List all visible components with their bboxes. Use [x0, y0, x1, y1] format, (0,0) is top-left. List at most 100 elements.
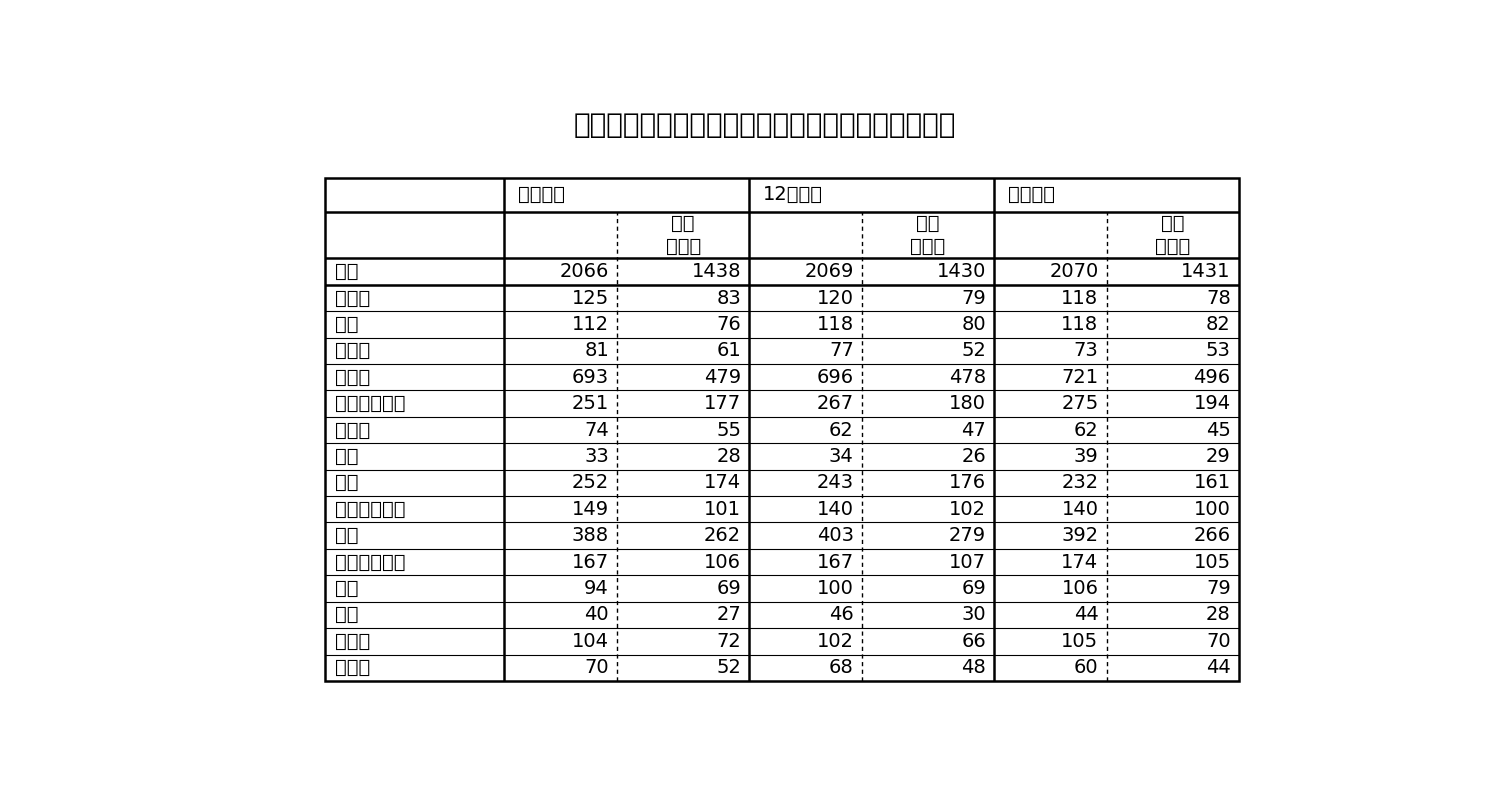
Text: 81: 81 — [585, 341, 609, 361]
Text: 79: 79 — [961, 289, 986, 307]
Text: 140: 140 — [816, 500, 853, 519]
Text: 69: 69 — [961, 579, 986, 598]
Text: 44: 44 — [1206, 659, 1231, 677]
Text: 118: 118 — [1061, 289, 1098, 307]
Text: 106: 106 — [1061, 579, 1098, 598]
Text: 70: 70 — [1206, 632, 1231, 650]
Text: 279: 279 — [949, 526, 986, 546]
Text: 四国: 四国 — [334, 605, 358, 625]
Text: 46: 46 — [830, 605, 853, 625]
Text: 12月調査: 12月調査 — [762, 186, 824, 204]
Text: 72: 72 — [716, 632, 742, 650]
Text: 479: 479 — [704, 368, 742, 387]
Text: 232: 232 — [1061, 474, 1098, 492]
Text: 44: 44 — [1074, 605, 1098, 625]
Text: 275: 275 — [1061, 394, 1098, 413]
Text: 73: 73 — [1074, 341, 1098, 361]
Text: 55: 55 — [716, 420, 742, 440]
Text: 45: 45 — [1206, 420, 1231, 440]
Text: 266: 266 — [1194, 526, 1231, 546]
Text: 118: 118 — [816, 315, 853, 334]
Text: 94: 94 — [585, 579, 609, 598]
Text: 180: 180 — [949, 394, 986, 413]
Text: 53: 53 — [1206, 341, 1231, 361]
Text: 47: 47 — [961, 420, 986, 440]
Text: 66: 66 — [961, 632, 986, 650]
Text: 100: 100 — [1194, 500, 1231, 519]
Text: 80: 80 — [961, 315, 986, 334]
Text: 70: 70 — [585, 659, 609, 677]
Text: 甲信越: 甲信越 — [334, 420, 370, 440]
Text: うち
就労者: うち 就労者 — [665, 214, 701, 257]
Text: 30: 30 — [961, 605, 986, 625]
Text: 243: 243 — [816, 474, 853, 492]
Text: 251: 251 — [571, 394, 609, 413]
Text: 1431: 1431 — [1182, 262, 1231, 281]
Text: 82: 82 — [1206, 315, 1231, 334]
Text: 721: 721 — [1061, 368, 1098, 387]
Text: 52: 52 — [961, 341, 986, 361]
Text: 104: 104 — [571, 632, 609, 650]
Text: 29: 29 — [1206, 447, 1231, 466]
Text: 北陸: 北陸 — [334, 447, 358, 466]
Text: 南九州: 南九州 — [334, 659, 370, 677]
Text: 27: 27 — [716, 605, 742, 625]
Text: 76: 76 — [716, 315, 742, 334]
Text: 1438: 1438 — [692, 262, 742, 281]
Text: 東海: 東海 — [334, 474, 358, 492]
Text: 194: 194 — [1194, 394, 1231, 413]
Text: うち
就労者: うち 就労者 — [1155, 214, 1191, 257]
Text: 52: 52 — [716, 659, 742, 677]
Text: 167: 167 — [571, 553, 609, 571]
Text: 68: 68 — [830, 659, 853, 677]
Text: 174: 174 — [1061, 553, 1098, 571]
Text: 696: 696 — [816, 368, 853, 387]
Text: 26: 26 — [961, 447, 986, 466]
Text: 105: 105 — [1194, 553, 1231, 571]
Text: 61: 61 — [716, 341, 742, 361]
Text: 102: 102 — [816, 632, 853, 650]
Text: 118: 118 — [1061, 315, 1098, 334]
Text: 120: 120 — [816, 289, 853, 307]
Text: うち東京都: うち東京都 — [334, 394, 404, 413]
Text: うち愛知県: うち愛知県 — [334, 500, 404, 519]
Text: 83: 83 — [716, 289, 742, 307]
Text: 176: 176 — [949, 474, 986, 492]
Text: 78: 78 — [1206, 289, 1231, 307]
Text: 全体: 全体 — [334, 262, 358, 281]
Text: 392: 392 — [1061, 526, 1098, 546]
Text: うち
就労者: うち 就労者 — [910, 214, 946, 257]
Text: 403: 403 — [816, 526, 853, 546]
Text: 388: 388 — [571, 526, 609, 546]
Text: ３月調査: ３月調査 — [1009, 186, 1055, 204]
Text: 図表９　各回調査における分析に用いたサンプル数: 図表９ 各回調査における分析に用いたサンプル数 — [573, 111, 956, 139]
Text: うち大阪府: うち大阪府 — [334, 553, 404, 571]
Text: 106: 106 — [704, 553, 742, 571]
Text: 693: 693 — [571, 368, 609, 387]
Text: 2069: 2069 — [804, 262, 853, 281]
Text: 北関東: 北関東 — [334, 341, 370, 361]
Text: 48: 48 — [961, 659, 986, 677]
Text: 62: 62 — [830, 420, 853, 440]
Text: 125: 125 — [571, 289, 609, 307]
Text: 77: 77 — [830, 341, 853, 361]
Text: 28: 28 — [1206, 605, 1231, 625]
Text: 2066: 2066 — [560, 262, 609, 281]
Text: 2070: 2070 — [1049, 262, 1098, 281]
Text: 101: 101 — [704, 500, 742, 519]
Text: 79: 79 — [1206, 579, 1231, 598]
Text: 62: 62 — [1074, 420, 1098, 440]
Text: 112: 112 — [571, 315, 609, 334]
Text: 496: 496 — [1194, 368, 1231, 387]
Text: 34: 34 — [830, 447, 853, 466]
Text: 近畿: 近畿 — [334, 526, 358, 546]
Text: 149: 149 — [571, 500, 609, 519]
Text: 107: 107 — [949, 553, 986, 571]
Text: 74: 74 — [585, 420, 609, 440]
Text: 東北: 東北 — [334, 315, 358, 334]
Text: 北海道: 北海道 — [334, 289, 370, 307]
Text: 262: 262 — [704, 526, 742, 546]
Text: 69: 69 — [716, 579, 742, 598]
Text: 1430: 1430 — [937, 262, 986, 281]
Text: 33: 33 — [585, 447, 609, 466]
